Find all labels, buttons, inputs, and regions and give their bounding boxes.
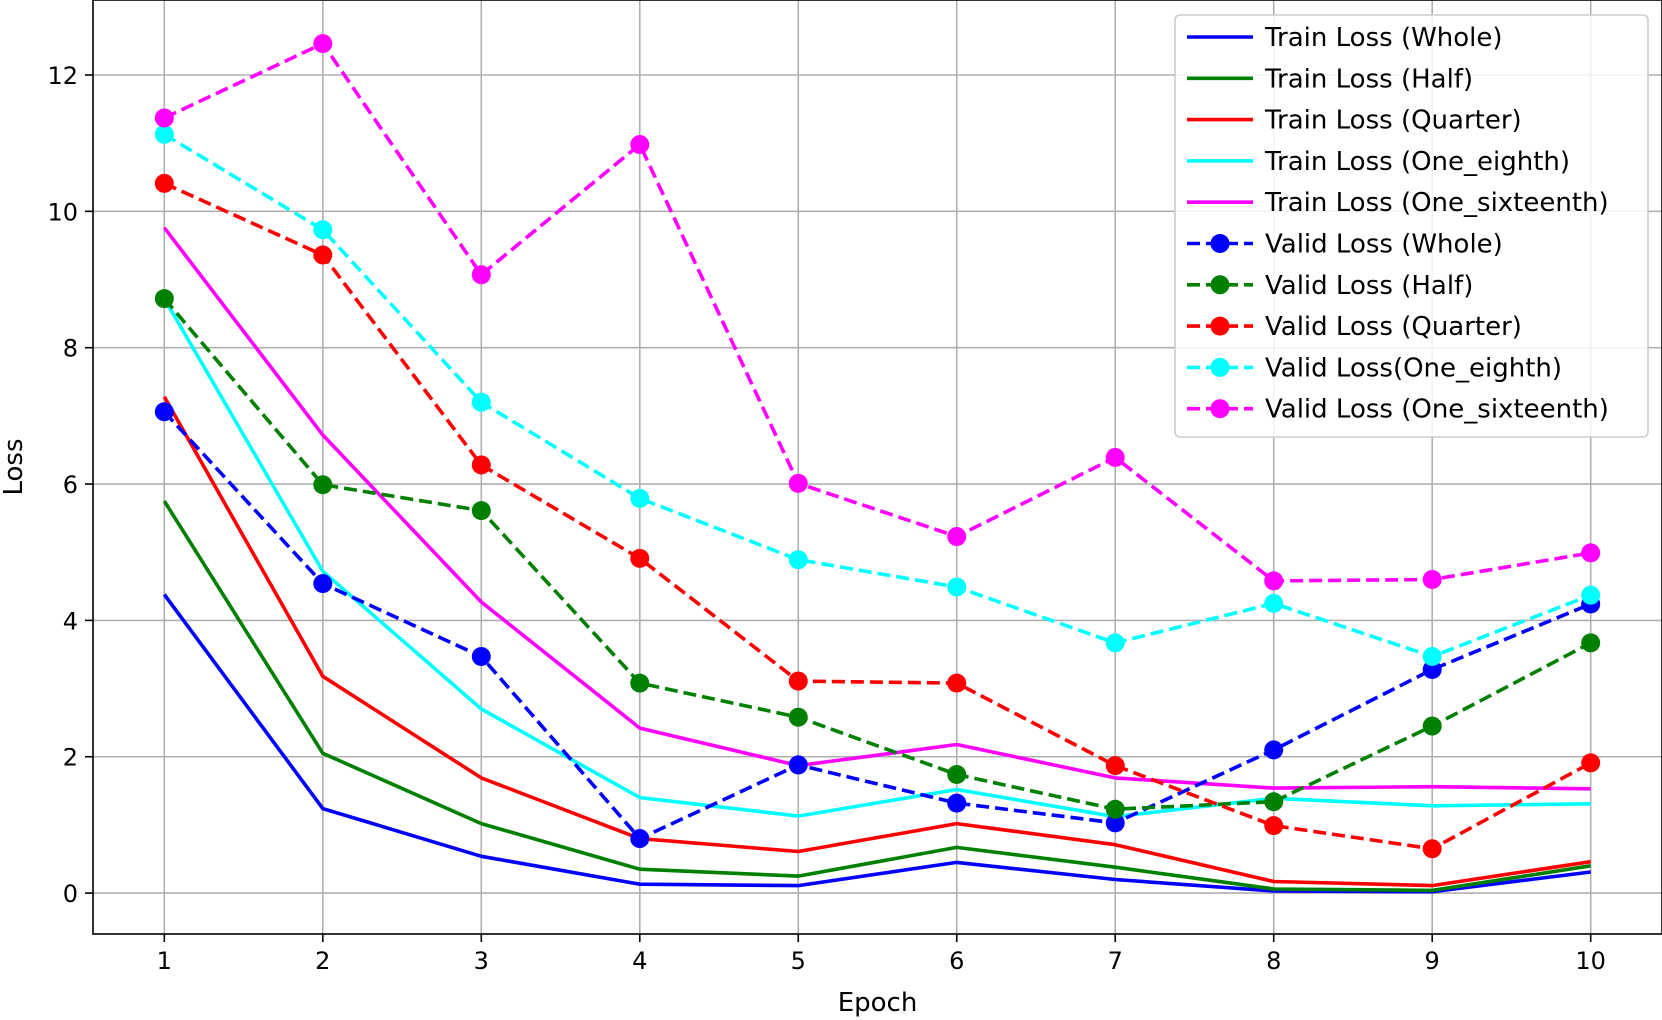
y-tick-label: 4 xyxy=(63,607,78,635)
legend-label: Train Loss (Half) xyxy=(1264,64,1473,94)
data-point xyxy=(1422,716,1442,736)
data-point xyxy=(630,829,650,849)
x-tick-label: 2 xyxy=(315,947,330,975)
series-markers xyxy=(154,34,1601,859)
x-tick-label: 5 xyxy=(791,947,806,975)
series-line xyxy=(162,500,1591,893)
data-point xyxy=(1105,813,1125,833)
legend-label: Train Loss (Quarter) xyxy=(1264,106,1522,136)
legend-marker xyxy=(1210,399,1230,419)
data-point xyxy=(313,475,333,495)
data-point xyxy=(788,755,808,775)
data-point xyxy=(154,173,174,193)
y-tick-label: 2 xyxy=(63,744,78,772)
y-tick-label: 8 xyxy=(63,335,78,363)
legend-label: Train Loss (One_eighth) xyxy=(1264,147,1570,177)
data-point xyxy=(471,647,491,667)
data-point xyxy=(1581,633,1601,653)
data-point xyxy=(1105,447,1125,467)
data-point xyxy=(154,124,174,144)
data-point xyxy=(788,473,808,493)
data-point xyxy=(1422,839,1442,859)
data-point xyxy=(947,793,967,813)
legend-marker xyxy=(1210,316,1230,336)
series-line xyxy=(162,297,1591,819)
data-point xyxy=(313,574,333,594)
legend: Train Loss (Whole) Train Loss (Half) Train… xyxy=(1174,14,1649,438)
data-point xyxy=(947,673,967,693)
data-point xyxy=(1264,740,1284,760)
y-tick-label: 6 xyxy=(63,471,78,499)
legend-marker xyxy=(1210,357,1230,377)
data-point xyxy=(471,265,491,285)
series-line xyxy=(163,181,1592,851)
data-point xyxy=(630,488,650,508)
data-point xyxy=(1422,647,1442,667)
x-tick-label: 4 xyxy=(632,947,647,975)
series-line xyxy=(162,297,1592,812)
data-point xyxy=(313,220,333,240)
y-axis-label: Loss xyxy=(0,438,29,495)
data-point xyxy=(1105,633,1125,653)
legend-label: Train Loss (Whole) xyxy=(1264,23,1503,53)
y-tick-label: 0 xyxy=(63,880,78,908)
x-tick-label: 10 xyxy=(1575,947,1606,975)
data-point xyxy=(1264,571,1284,591)
data-point xyxy=(313,245,333,265)
legend-label: Valid Loss (One_sixteenth) xyxy=(1265,395,1609,425)
data-point xyxy=(1105,756,1125,776)
y-tick-label: 12 xyxy=(47,62,78,90)
series-line xyxy=(162,395,1591,888)
data-point xyxy=(471,392,491,412)
plot-frame xyxy=(92,0,1662,935)
series-line xyxy=(162,226,1591,791)
x-tick-label: 3 xyxy=(474,947,489,975)
data-point xyxy=(1422,569,1442,589)
data-point xyxy=(1581,753,1601,773)
data-point xyxy=(788,671,808,691)
series-line xyxy=(162,410,1592,841)
data-point xyxy=(471,455,491,475)
legend-marker xyxy=(1210,275,1230,295)
x-tick-label: 7 xyxy=(1108,947,1123,975)
data-point xyxy=(1581,543,1601,563)
legend-label: Valid Loss (Whole) xyxy=(1265,230,1503,260)
data-point xyxy=(154,108,174,128)
series-line xyxy=(163,41,1591,583)
data-point xyxy=(154,402,174,422)
x-tick-label: 8 xyxy=(1266,947,1281,975)
legend-label: Valid Loss(One_eighth) xyxy=(1265,353,1562,383)
legend-label: Valid Loss (Half) xyxy=(1265,271,1473,301)
data-point xyxy=(154,289,174,309)
legend-label: Train Loss (One_sixteenth) xyxy=(1264,188,1609,218)
legend-label: Valid Loss (Quarter) xyxy=(1265,312,1522,342)
data-point xyxy=(947,527,967,547)
legend-box xyxy=(1174,14,1649,438)
data-point xyxy=(1264,816,1284,836)
data-point xyxy=(947,577,967,597)
data-point xyxy=(788,707,808,727)
data-point xyxy=(630,135,650,155)
x-tick-label: 6 xyxy=(949,947,964,975)
legend-marker xyxy=(1210,234,1230,253)
x-axis-label: Epoch xyxy=(838,988,918,1018)
y-tick-label: 10 xyxy=(47,198,78,226)
data-point xyxy=(630,673,650,693)
data-point xyxy=(788,550,808,570)
series-line xyxy=(163,132,1592,659)
data-point xyxy=(630,548,650,568)
data-point xyxy=(1105,799,1125,819)
data-point xyxy=(1264,792,1284,812)
x-tick-label: 9 xyxy=(1425,947,1440,975)
series-lines xyxy=(162,41,1592,894)
data-point xyxy=(1264,593,1284,613)
data-point xyxy=(947,764,967,784)
data-point xyxy=(313,34,333,54)
data-point xyxy=(1581,585,1601,605)
data-point xyxy=(471,501,491,521)
x-tick-label: 1 xyxy=(157,947,172,975)
